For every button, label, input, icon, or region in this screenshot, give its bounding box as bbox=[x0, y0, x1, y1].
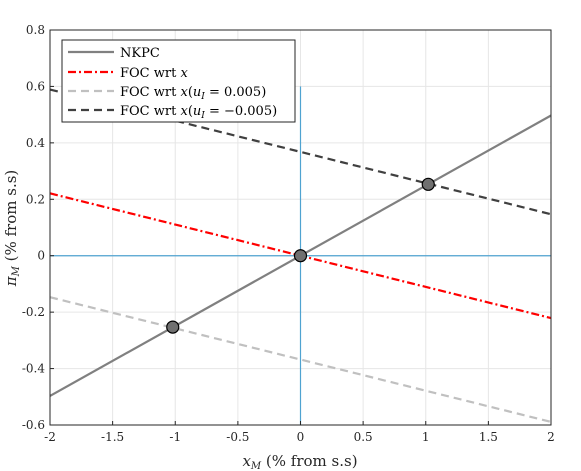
x-tick-label: 1 bbox=[422, 430, 430, 444]
y-tick-label: -0.2 bbox=[22, 305, 45, 319]
legend-label-foc: FOC wrt x bbox=[120, 66, 188, 81]
x-axis-label: xM (% from s.s) bbox=[242, 452, 357, 471]
y-tick-labels: -0.6 -0.4 -0.2 0 0.2 0.4 0.6 0.8 bbox=[22, 23, 54, 432]
marker-2 bbox=[421, 177, 435, 191]
legend-entry-foc-neg: FOC wrt x(uI = −0.005) bbox=[68, 104, 277, 121]
x-tick-labels: -2 -1.5 -1 -0.5 0 0.5 1 1.5 2 bbox=[44, 421, 555, 444]
y-tick-label: 0.2 bbox=[26, 192, 45, 206]
y-axis-label: πM (% from s.s) bbox=[2, 170, 22, 288]
legend-entry-foc: FOC wrt x bbox=[68, 66, 188, 81]
x-tick-label: -1.5 bbox=[101, 430, 124, 444]
legend-label-nkpc: NKPC bbox=[120, 46, 160, 61]
marker-0 bbox=[166, 320, 180, 334]
legend-entry-foc-pos: FOC wrt x(uI = 0.005) bbox=[68, 85, 266, 102]
y-tick-label: 0 bbox=[37, 249, 45, 263]
legend-label-foc-pos: FOC wrt x(uI = 0.005) bbox=[120, 85, 266, 102]
legend-box bbox=[61, 39, 296, 123]
equilibrium-markers bbox=[166, 177, 435, 334]
legend-entry-nkpc: NKPC bbox=[68, 46, 160, 61]
x-tick-label: -1 bbox=[169, 430, 181, 444]
x-tick-label: 0.5 bbox=[354, 430, 373, 444]
series-line-3 bbox=[49, 88, 552, 216]
y-tick-label: -0.4 bbox=[22, 362, 46, 376]
x-tick-label: 2 bbox=[547, 430, 555, 444]
x-tick-label: 1.5 bbox=[479, 430, 498, 444]
series-line-2 bbox=[49, 296, 552, 423]
y-tick-label: 0.4 bbox=[26, 136, 45, 150]
x-tick-label: -2 bbox=[44, 430, 56, 444]
y-tick-label: 0.8 bbox=[26, 23, 45, 37]
y-tick-label: 0.6 bbox=[26, 79, 45, 93]
y-tick-label: -0.6 bbox=[22, 418, 45, 432]
legend: NKPC FOC wrt x FOC wrt x(uI = 0.005) FOC… bbox=[61, 39, 296, 123]
marker-1 bbox=[293, 249, 308, 263]
x-tick-label: 0 bbox=[297, 430, 305, 444]
legend-label-foc-neg: FOC wrt x(uI = −0.005) bbox=[120, 104, 277, 121]
x-tick-label: -0.5 bbox=[226, 430, 249, 444]
